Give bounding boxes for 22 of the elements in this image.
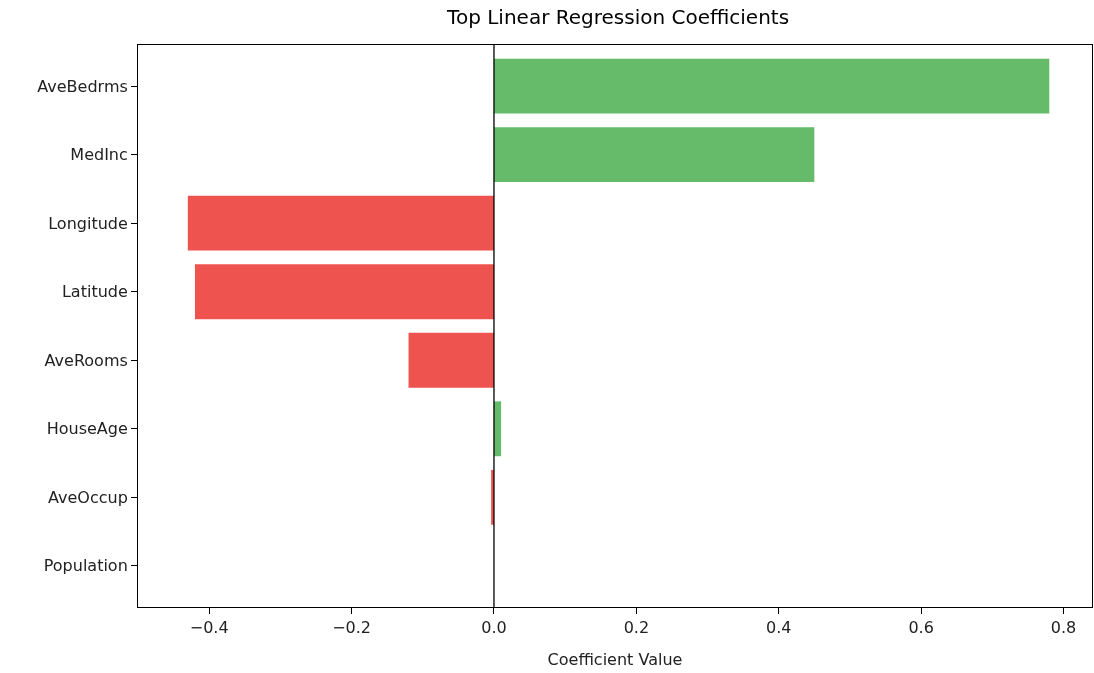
y-tick-label: HouseAge <box>46 419 128 439</box>
bar <box>194 264 494 320</box>
chart-title: Top Linear Regression Coefficients <box>446 5 790 30</box>
y-tick-label: Population <box>43 556 128 576</box>
x-tick-label: 0.2 <box>623 618 650 638</box>
y-tick-label: Longitude <box>48 213 128 233</box>
x-axis-title: Coefficient Value <box>547 650 683 669</box>
y-tick-label: Latitude <box>61 282 128 302</box>
bar <box>493 58 1050 114</box>
bar <box>187 195 494 251</box>
y-tick-label: AveOccup <box>47 487 128 507</box>
x-tick-label: −0.4 <box>189 618 229 638</box>
x-tick-label: 0.6 <box>908 618 934 638</box>
bar <box>408 332 494 388</box>
y-tick-label: MedInc <box>70 145 128 165</box>
bar <box>493 127 815 183</box>
x-tick-label: 0.4 <box>766 618 792 638</box>
x-tick-label: −0.2 <box>332 618 372 638</box>
x-tick-label: 0.0 <box>481 618 507 638</box>
y-tick-label: AveBedrms <box>37 76 128 96</box>
x-tick-label: 0.8 <box>1050 618 1077 638</box>
y-tick-label: AveRooms <box>44 350 128 370</box>
